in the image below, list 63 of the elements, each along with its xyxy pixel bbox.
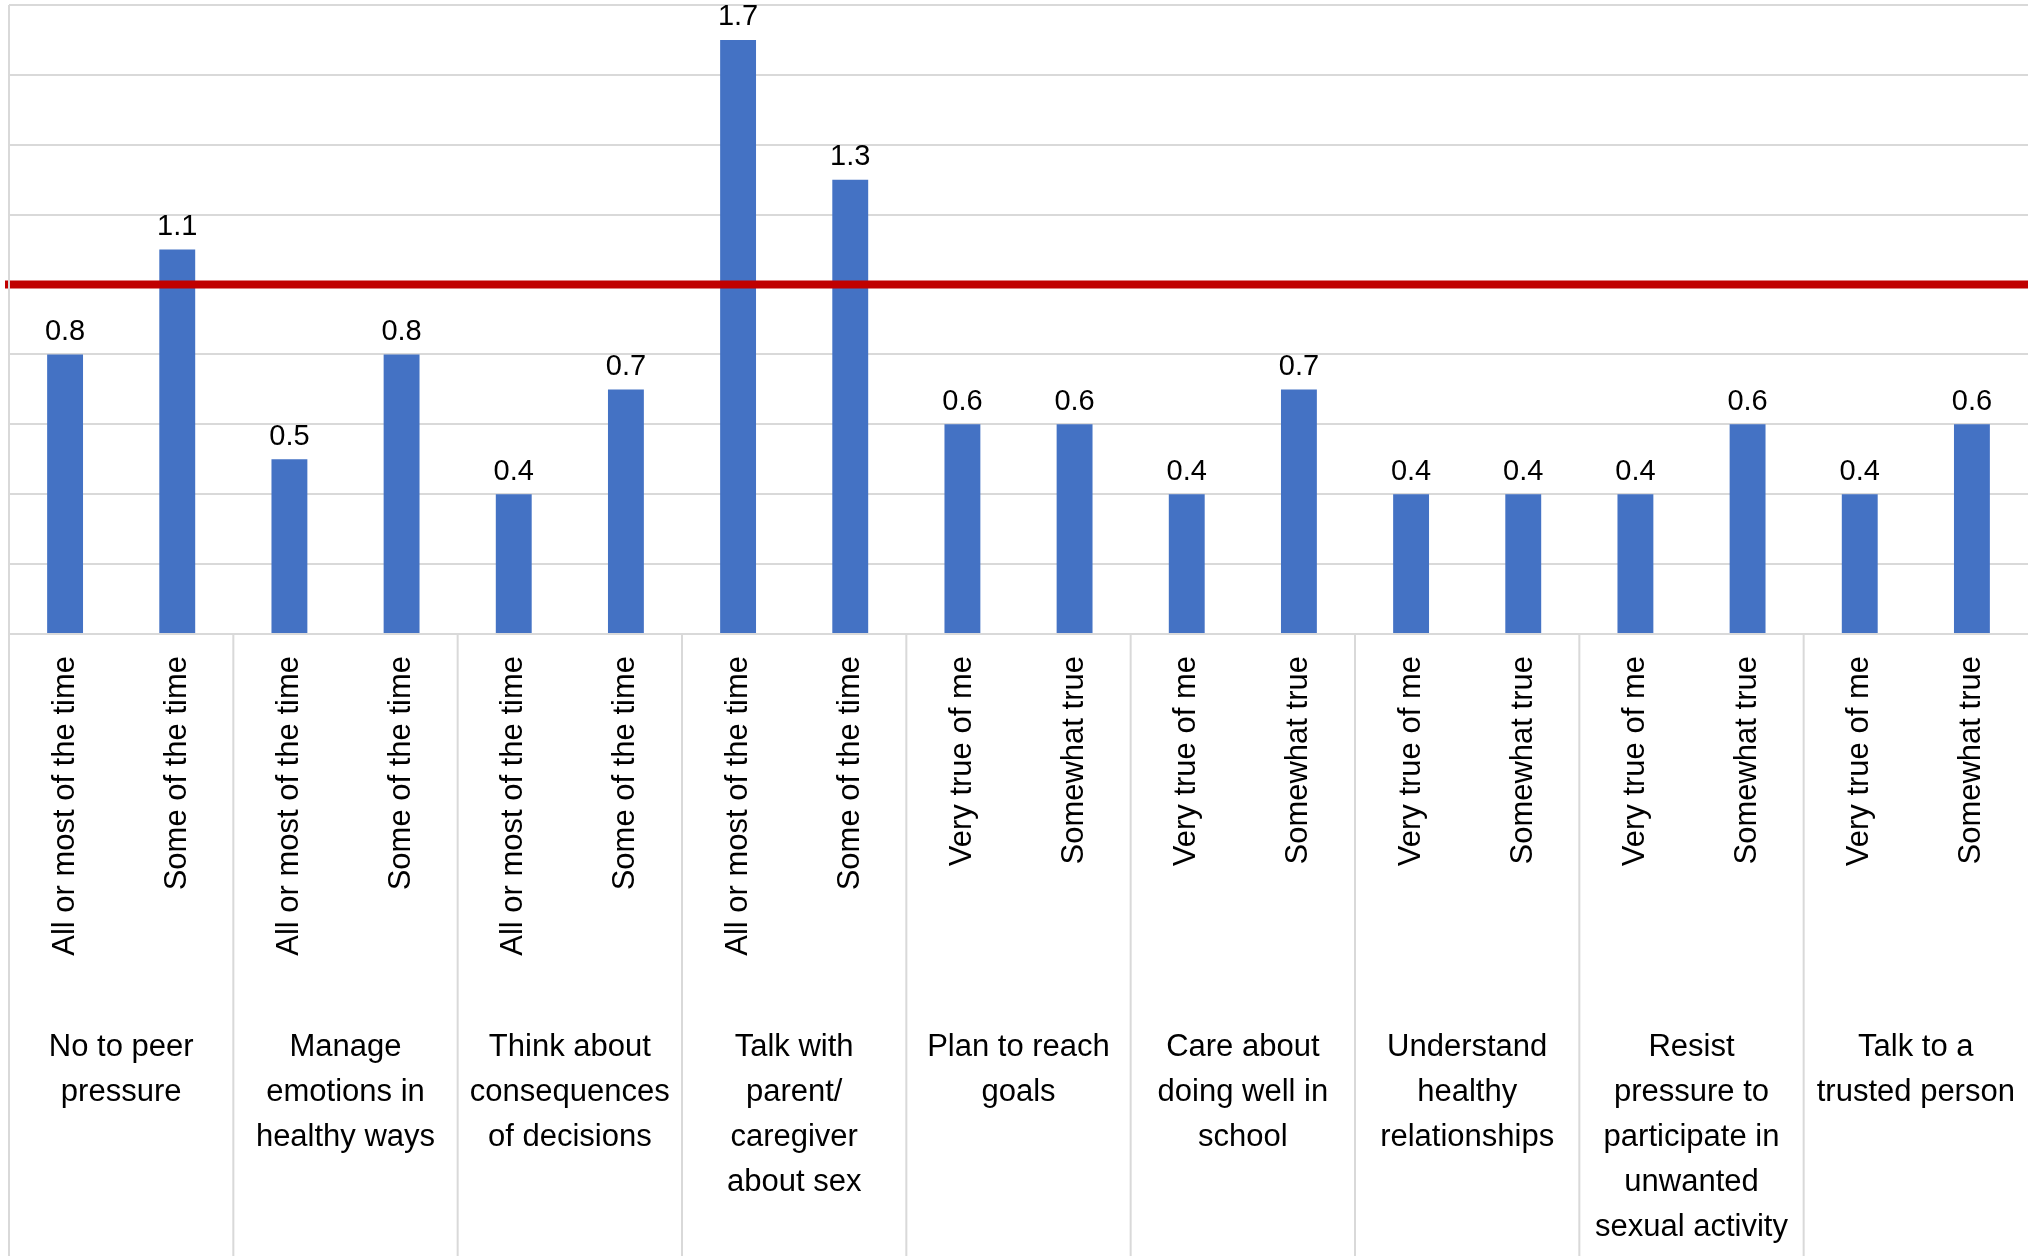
data-label: 0.8 [44,313,86,346]
bar [1056,424,1093,633]
bar [1729,424,1766,633]
data-label: 1.3 [830,139,871,172]
x-tick-label: Somewhat true [1952,656,1988,865]
data-label: 0.6 [1054,383,1095,416]
text: Care about doing well in school [1157,1028,1329,1154]
data-label: 0.8 [381,313,422,346]
text: Talk to a trusted person [1816,1028,2015,1109]
bar [383,354,420,633]
x-tick-label: Some of the time [157,656,193,891]
x-tick-label: Somewhat true [1055,656,1091,865]
bar [1280,389,1317,633]
bar [944,424,981,633]
x-tick-label: Very true of me [1615,656,1651,867]
bar [271,459,308,633]
text: Resist pressure to participate in unwanted sexual activity [1595,1028,1789,1244]
data-label: 0.4 [1390,453,1432,486]
text: Plan to reach goals [927,1028,1110,1109]
x-tick-label: Very true of me [1391,656,1427,867]
text: Manage emotions in healthy ways [255,1028,436,1154]
x-tick-label: All or most of the time [269,656,305,956]
x-tick-label: Somewhat true [1728,656,1764,865]
bar [832,179,869,633]
data-label: 0.4 [1166,453,1207,486]
data-label: 0.6 [1951,383,1993,416]
x-tick-label: Very true of me [1840,656,1876,867]
data-label: 0.7 [1278,348,1320,381]
data-label: 0.7 [605,348,647,381]
bar [1393,494,1430,633]
x-tick-label: Some of the time [382,656,418,891]
data-label: 0.4 [1503,453,1544,486]
bar [1505,494,1542,633]
x-tick-label: Somewhat true [1279,656,1315,865]
x-tick-label: All or most of the time [718,656,754,956]
data-label: 0.4 [1615,453,1656,486]
bar [607,389,644,633]
x-tick-label: Very true of me [1167,656,1203,867]
bar [720,39,757,633]
text: Understand healthy relationships [1380,1028,1555,1154]
text: Talk with parent/caregiver about sex [726,1028,862,1199]
bar [1617,494,1654,633]
x-tick-label: Some of the time [606,656,642,891]
data-label: 0.5 [269,418,310,451]
x-tick-label: Some of the time [830,656,866,891]
bar [159,249,196,633]
x-tick-label: Somewhat true [1503,656,1539,865]
data-label: 1.7 [717,0,759,32]
data-label: 1.1 [157,209,198,242]
data-label: 0.6 [1727,383,1768,416]
data-label: 0.6 [942,383,983,416]
bar [47,354,84,633]
x-tick-label: All or most of the time [45,656,81,956]
text: No to peer pressure [48,1028,194,1109]
bar [495,494,532,633]
bar [1168,494,1205,633]
bar [1953,424,1990,633]
data-label: 0.4 [1839,453,1880,486]
data-label: 0.4 [493,453,534,486]
bar [1841,494,1878,633]
x-tick-label: Very true of me [942,656,978,867]
text: Think about consequences of decisions [469,1028,670,1154]
x-tick-label: All or most of the time [494,656,530,956]
